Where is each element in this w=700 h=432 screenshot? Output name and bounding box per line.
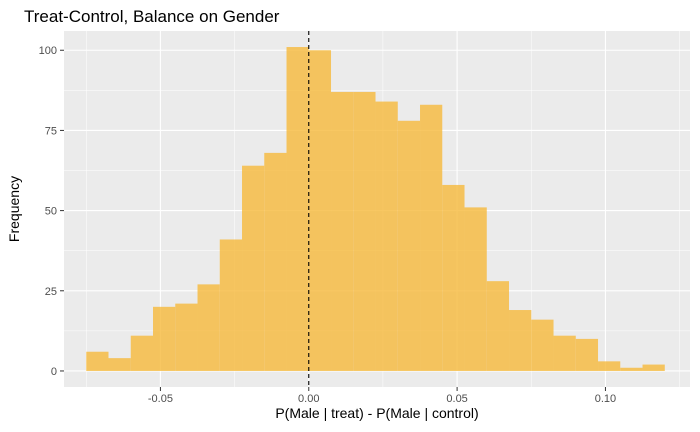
histogram-bar bbox=[86, 351, 109, 371]
histogram-bar bbox=[242, 165, 265, 371]
histogram-bar bbox=[130, 335, 154, 371]
histogram-bar bbox=[108, 358, 131, 371]
x-tick-label: -0.05 bbox=[148, 393, 173, 405]
y-axis-ticks: 0 25 50 75 100 bbox=[39, 45, 64, 378]
histogram-bar bbox=[442, 184, 465, 371]
y-tick-label: 50 bbox=[45, 206, 57, 218]
histogram-bar bbox=[575, 338, 599, 371]
histogram-bar bbox=[598, 361, 621, 371]
histogram-bar bbox=[219, 239, 243, 371]
histogram-bar bbox=[286, 47, 309, 371]
histogram-bar bbox=[531, 319, 554, 371]
histogram-bar bbox=[264, 152, 287, 371]
histogram-bar bbox=[464, 207, 487, 371]
histogram-bar bbox=[553, 335, 576, 371]
histogram-bar bbox=[331, 91, 354, 371]
x-axis-ticks: -0.05 0.00 0.05 0.10 bbox=[148, 387, 616, 405]
y-tick-label: 75 bbox=[45, 125, 57, 137]
histogram-bar bbox=[620, 367, 643, 371]
x-tick-label: 0.05 bbox=[446, 393, 467, 405]
histogram-bar bbox=[175, 303, 198, 371]
x-tick-label: 0.10 bbox=[595, 393, 616, 405]
histogram-bar bbox=[197, 284, 220, 371]
histogram-bars bbox=[86, 47, 665, 371]
histogram-bar bbox=[375, 101, 398, 371]
histogram-bar bbox=[353, 91, 376, 371]
x-axis-title: P(Male | treat) - P(Male | control) bbox=[275, 405, 478, 421]
y-tick-label: 0 bbox=[51, 366, 57, 378]
x-tick-label: 0.00 bbox=[298, 393, 319, 405]
histogram-bar bbox=[308, 50, 332, 371]
histogram-bar bbox=[397, 120, 421, 371]
histogram-bar bbox=[420, 104, 443, 371]
chart-title: Treat-Control, Balance on Gender bbox=[24, 7, 280, 26]
y-axis-title: Frequency bbox=[6, 176, 22, 242]
histogram-bar bbox=[486, 281, 510, 371]
histogram-bar bbox=[642, 364, 665, 371]
y-tick-label: 100 bbox=[39, 45, 57, 57]
histogram-bar bbox=[153, 306, 176, 371]
y-tick-label: 25 bbox=[45, 286, 57, 298]
histogram-bar bbox=[509, 310, 532, 371]
